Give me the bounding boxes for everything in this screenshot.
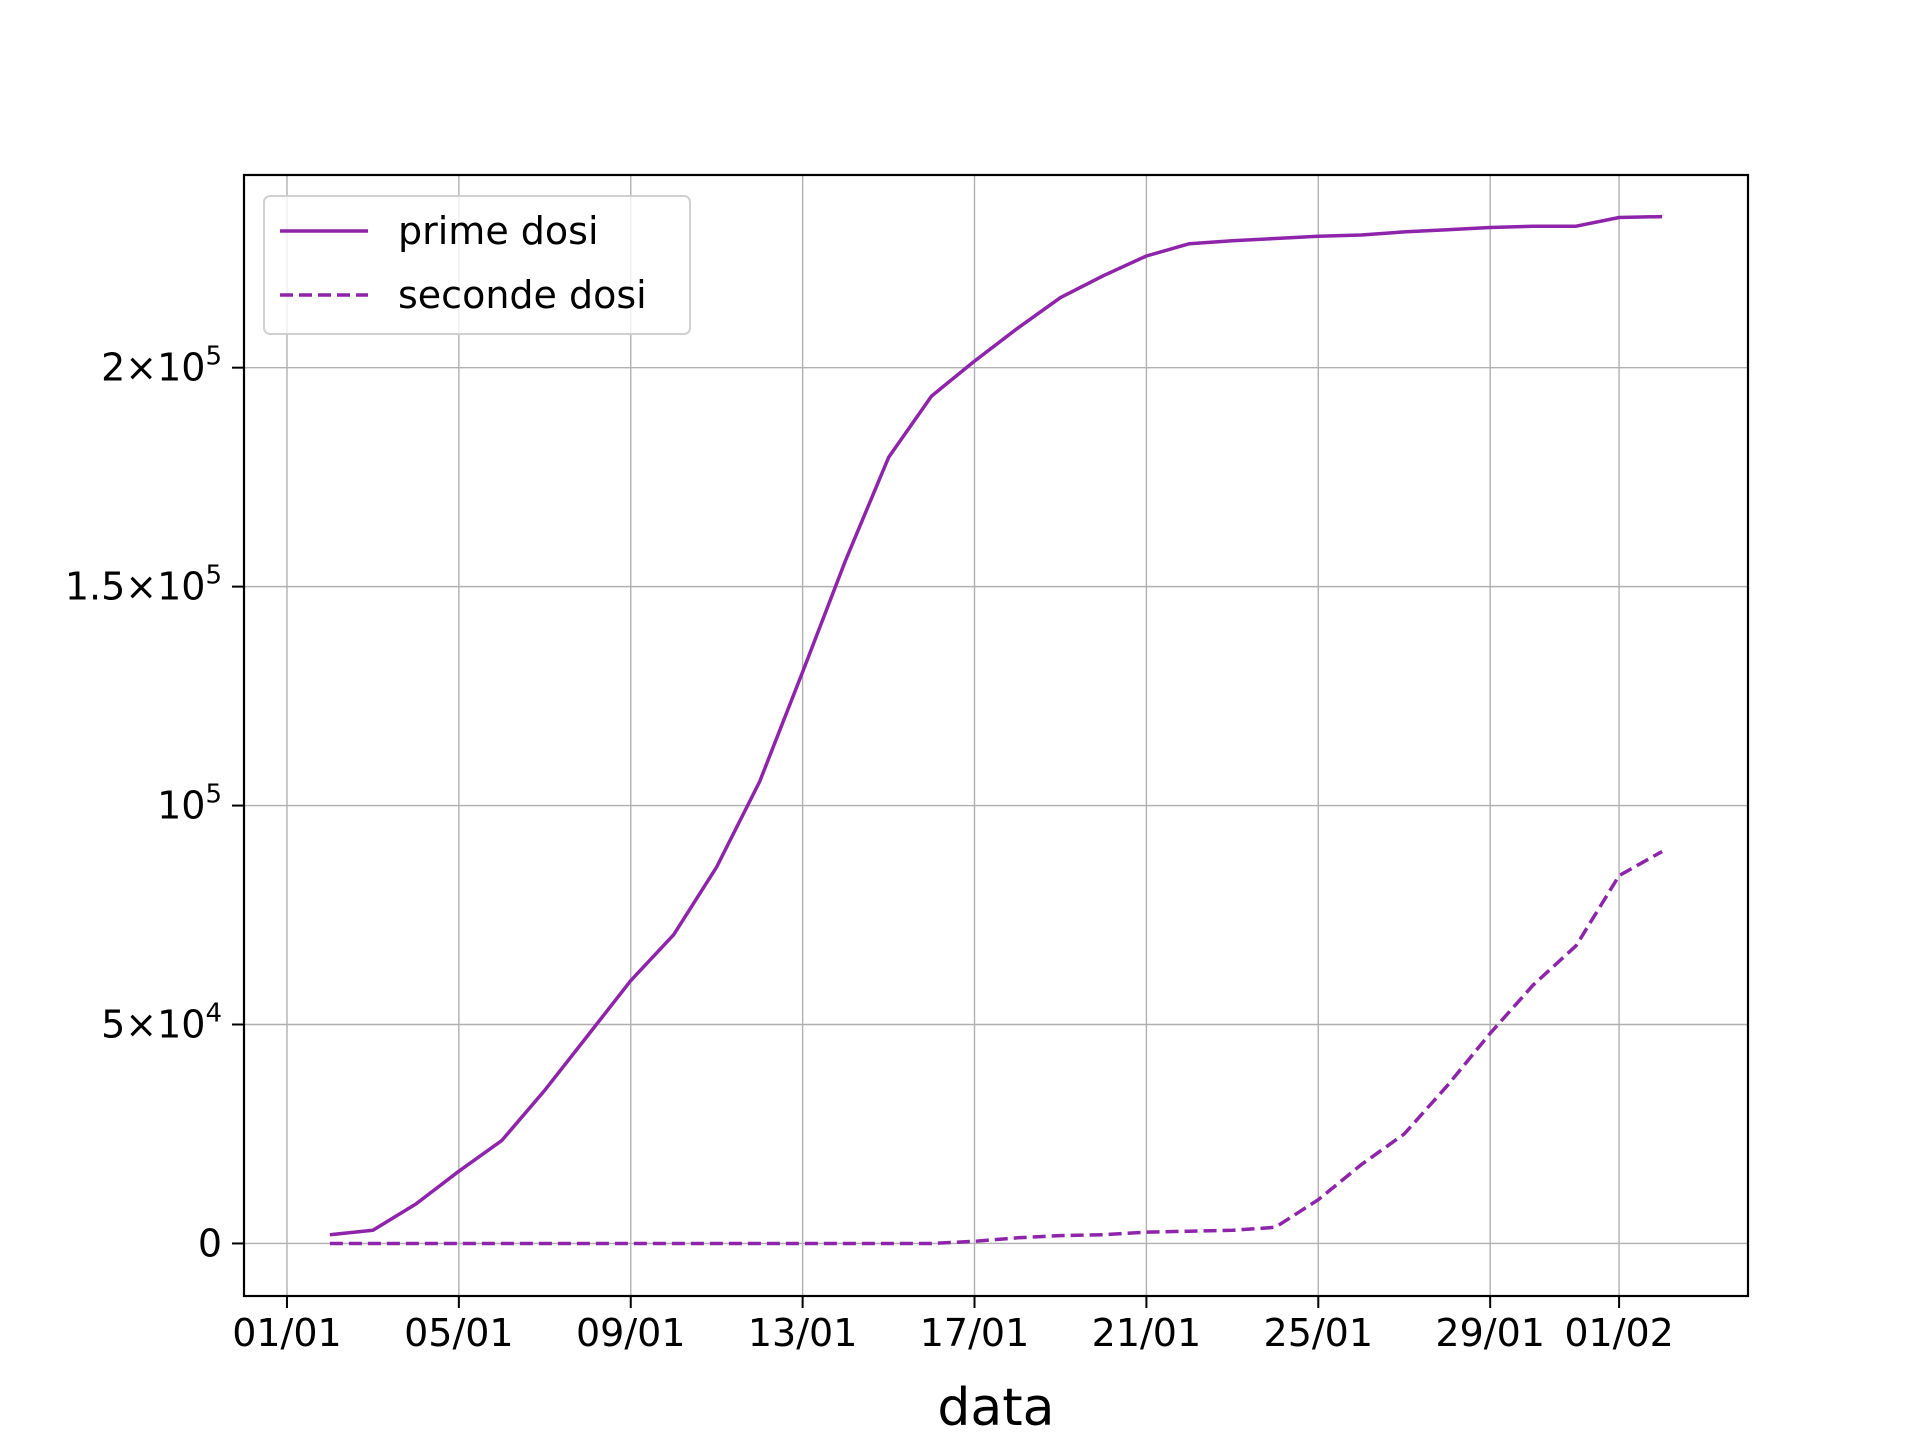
y-tick-label-1: 5×104 <box>101 999 222 1047</box>
grid-lines <box>244 175 1748 1296</box>
y-axis-ticks: 0 5×104 105 1.5×105 2×105 <box>65 342 244 1265</box>
x-axis-label: data <box>937 1378 1054 1438</box>
x-tick-label-4: 17/01 <box>920 1311 1030 1355</box>
legend-box <box>263 195 691 335</box>
y-tick-label-4: 2×105 <box>101 342 222 390</box>
x-tick-label-6: 25/01 <box>1264 1311 1374 1355</box>
y-tick-label-0: 0 <box>198 1221 222 1265</box>
x-tick-label-7: 29/01 <box>1435 1311 1545 1355</box>
x-tick-label-1: 05/01 <box>404 1311 514 1355</box>
series-lines <box>329 214 1663 1246</box>
legend-label-seconde-dosi: seconde dosi <box>398 273 647 317</box>
y-tick-label-2: 105 <box>157 780 222 828</box>
x-tick-label-3: 13/01 <box>748 1311 858 1355</box>
x-tick-label-2: 09/01 <box>576 1311 686 1355</box>
series-line-prime-dosi <box>329 214 1663 1237</box>
x-tick-label-0: 01/01 <box>232 1311 342 1355</box>
x-tick-label-5: 21/01 <box>1092 1311 1202 1355</box>
legend[interactable]: prime dosi seconde dosi <box>263 195 691 335</box>
plot-frame <box>242 173 1750 1298</box>
x-axis-ticks: 01/01 05/01 09/01 13/01 17/01 21/01 25/01 29/01… <box>232 1296 1674 1355</box>
x-tick-label-8: 01/02 <box>1564 1311 1674 1355</box>
y-tick-label-3: 1.5×105 <box>65 561 222 609</box>
legend-label-prime-dosi: prime dosi <box>398 209 599 253</box>
series-line-seconde-dosi <box>329 849 1663 1246</box>
